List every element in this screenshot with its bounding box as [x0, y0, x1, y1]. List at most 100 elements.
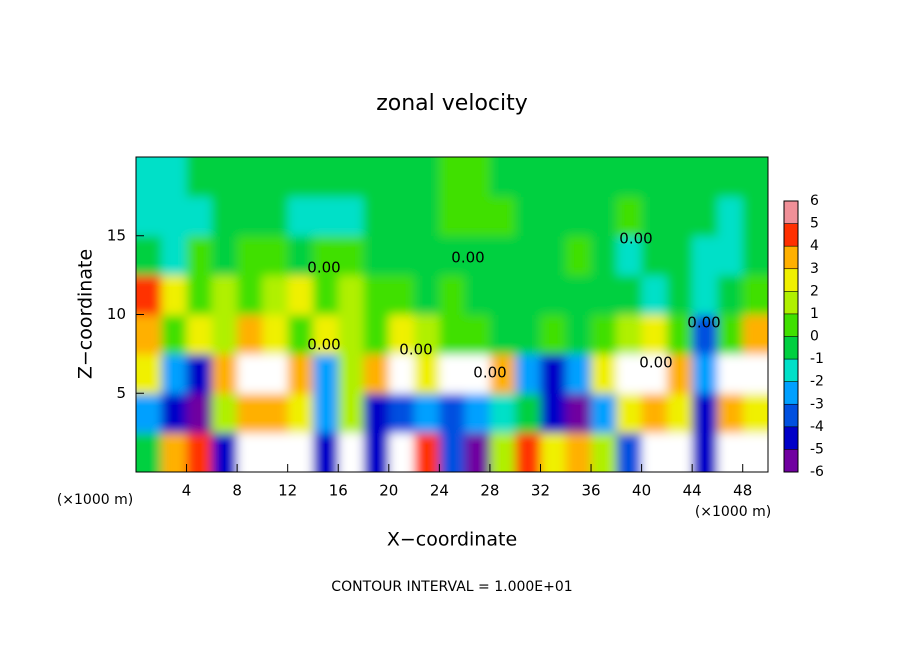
field-cell [666, 314, 693, 355]
field-cell [363, 393, 390, 434]
colorbar-label: -1 [810, 351, 824, 367]
field-cell [211, 314, 238, 355]
field-cell [591, 353, 617, 394]
field-cell [287, 393, 314, 434]
field-cell [616, 393, 643, 434]
field-cell [211, 235, 238, 276]
field-cell [388, 196, 415, 237]
field-cell [464, 157, 491, 197]
x-tick-label: 20 [379, 482, 398, 500]
colorbar-band [784, 359, 798, 382]
field-cell [312, 314, 339, 355]
x-tick-label: 44 [683, 482, 702, 500]
colorbar-band [784, 449, 798, 472]
field-cell [338, 393, 365, 434]
x-tick-label: 48 [733, 482, 752, 500]
field-cell [439, 196, 466, 237]
field-cell [717, 275, 744, 315]
contour-label: 0.00 [639, 354, 672, 372]
colorbar-band [784, 381, 798, 405]
field-cell [211, 275, 238, 315]
field-cell [186, 314, 213, 355]
field-cell [717, 235, 744, 276]
field-cell [666, 393, 693, 434]
field-cell [136, 235, 162, 276]
colorbar-label: 0 [810, 329, 819, 345]
x-tick-label: 8 [232, 482, 242, 500]
colorbar-band [784, 246, 798, 269]
field-cell [641, 235, 668, 276]
field-cell [489, 196, 516, 237]
x-tick-label: 4 [182, 482, 192, 500]
field-cell [161, 393, 188, 434]
x-tick-label: 36 [581, 482, 600, 500]
field-cell [565, 432, 592, 472]
field-cell [666, 157, 693, 197]
field-cell [287, 353, 314, 394]
field-cell [363, 157, 390, 197]
field-cell [515, 157, 541, 197]
colorbar-label: -5 [810, 441, 824, 457]
field-cell [338, 196, 365, 237]
field-cell [161, 275, 188, 315]
contour-label: 0.00 [399, 341, 432, 359]
y-axis-label: Z−coordinate [75, 249, 97, 379]
field-cell [591, 235, 617, 276]
field-cell [489, 353, 516, 394]
field-cells [136, 157, 768, 472]
colorbar-band [784, 426, 798, 450]
colorbar-band [784, 291, 798, 314]
field-cell [237, 393, 263, 434]
x-tick-label: 32 [531, 482, 550, 500]
field-cell [565, 353, 592, 394]
field-cell [414, 393, 440, 434]
field-cell [489, 432, 516, 472]
field-cell [591, 196, 617, 237]
footnote: CONTOUR INTERVAL = 1.000E+01 [331, 579, 572, 595]
field-cell [666, 353, 693, 394]
colorbar-label: 5 [810, 216, 819, 232]
field-cell [742, 353, 768, 394]
x-tick-label: 12 [278, 482, 297, 500]
field-cell [464, 353, 491, 394]
field-cell [262, 157, 289, 197]
field [136, 157, 768, 472]
field-cell [565, 275, 592, 315]
field-cell [237, 314, 263, 355]
field-cell [540, 235, 567, 276]
field-cell [338, 353, 365, 394]
field-cell [692, 235, 718, 276]
field-cell [287, 157, 314, 197]
field-cell [489, 235, 516, 276]
field-cell [312, 157, 339, 197]
field-cell [439, 393, 466, 434]
field-cell [338, 432, 365, 472]
y-tick-label: 15 [107, 226, 126, 244]
field-cell [388, 157, 415, 197]
overlay: 4 8 12 16 20 24 28 32 36 40 44 48510150.000.000.000… [107, 156, 824, 500]
field-cell [388, 393, 415, 434]
field-cell [439, 432, 466, 472]
field-cell [161, 314, 188, 355]
field-cell [363, 314, 390, 355]
field-cell [363, 196, 390, 237]
x-tick-label: 40 [632, 482, 651, 500]
field-cell [439, 275, 466, 315]
colorbar-band [784, 201, 798, 224]
field-cell [692, 353, 718, 394]
contour-label: 0.00 [307, 336, 340, 354]
field-cell [363, 275, 390, 315]
field-cell [565, 196, 592, 237]
field-cell [211, 432, 238, 472]
field-cell [692, 393, 718, 434]
field-cell [312, 432, 339, 472]
contour-label: 0.00 [473, 364, 506, 382]
field-cell [692, 157, 718, 197]
colorbar-label: 2 [810, 283, 819, 299]
field-cell [211, 157, 238, 197]
field-cell [338, 275, 365, 315]
field-cell [515, 393, 541, 434]
field-cell [540, 275, 567, 315]
field-cell [540, 157, 567, 197]
field-cell [717, 353, 744, 394]
